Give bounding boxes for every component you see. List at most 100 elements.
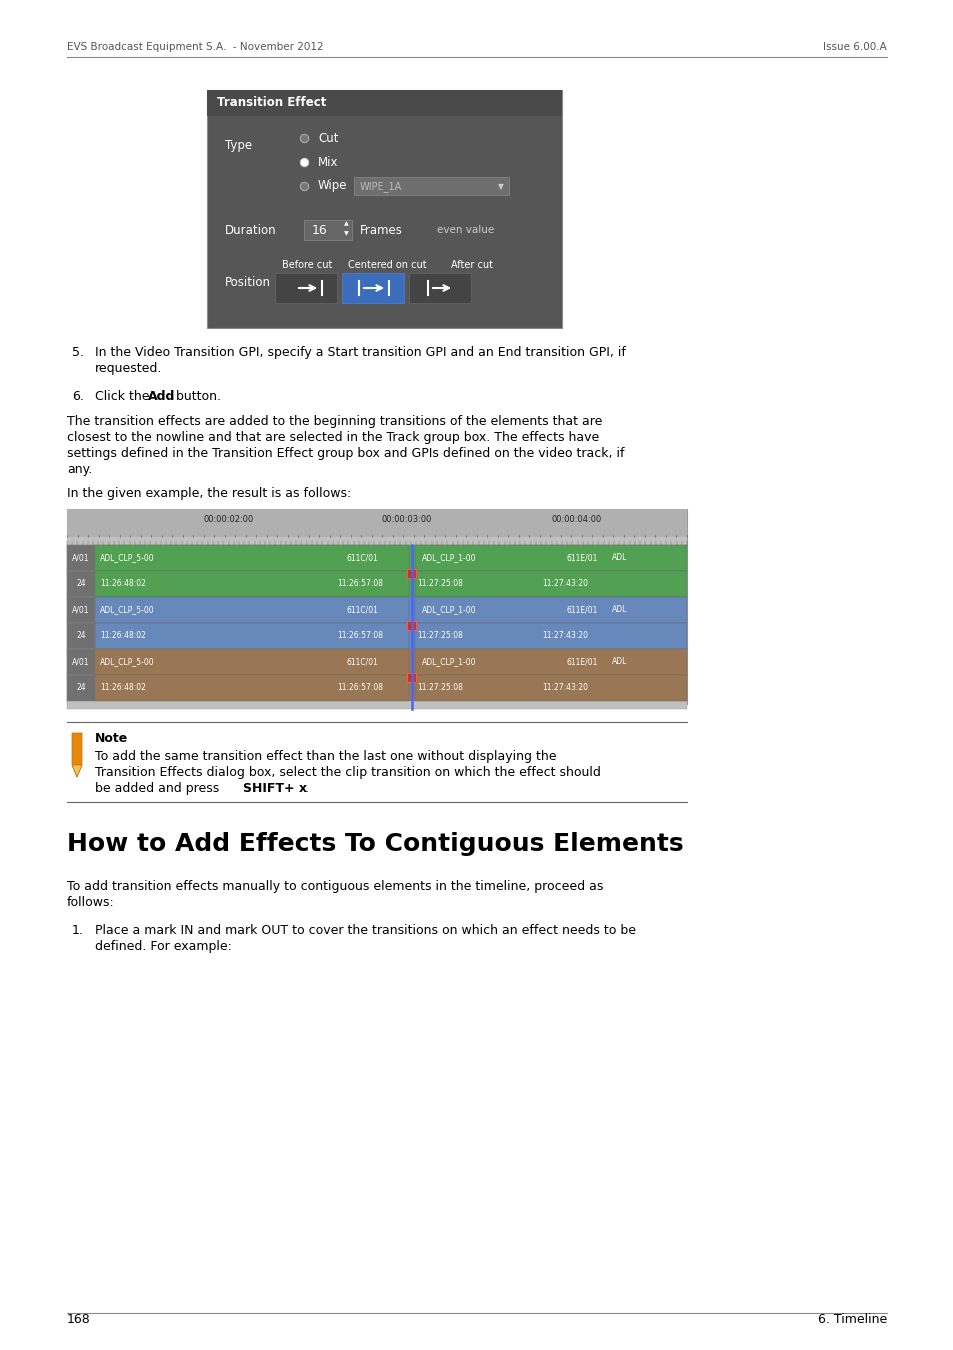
Text: Type: Type <box>225 139 252 151</box>
Text: 6. Timeline: 6. Timeline <box>817 1314 886 1326</box>
Text: 11:26:48:02: 11:26:48:02 <box>100 632 146 640</box>
Text: 24: 24 <box>76 632 86 640</box>
Text: The transition effects are added to the beginning transitions of the elements th: The transition effects are added to the … <box>67 414 601 428</box>
Bar <box>407 674 416 682</box>
Text: Issue 6.00.A: Issue 6.00.A <box>822 42 886 53</box>
Bar <box>67 649 686 675</box>
Text: any.: any. <box>67 463 92 477</box>
Text: Before cut: Before cut <box>281 261 332 270</box>
Polygon shape <box>71 733 82 778</box>
Text: 1.: 1. <box>71 923 84 937</box>
Text: 11:27:25:08: 11:27:25:08 <box>416 579 462 589</box>
Text: 611E/01: 611E/01 <box>566 657 598 667</box>
Bar <box>407 568 416 578</box>
Text: 00:00:04:00: 00:00:04:00 <box>551 516 601 525</box>
Text: ▲: ▲ <box>343 221 348 227</box>
Text: 6.: 6. <box>71 390 84 404</box>
Text: Cut: Cut <box>317 131 338 144</box>
Text: Duration: Duration <box>225 224 276 236</box>
Text: ADL_CLP_1-00: ADL_CLP_1-00 <box>421 554 476 563</box>
Text: To add transition effects manually to contiguous elements in the timeline, proce: To add transition effects manually to co… <box>67 880 602 892</box>
Text: 11:27:43:20: 11:27:43:20 <box>541 579 587 589</box>
Text: 5.: 5. <box>71 346 84 359</box>
Bar <box>207 90 561 328</box>
Bar <box>67 597 95 622</box>
Bar <box>95 675 409 701</box>
Bar <box>67 622 95 649</box>
Text: To add the same transition effect than the last one without displaying the: To add the same transition effect than t… <box>95 751 556 763</box>
Text: WIPE_1A: WIPE_1A <box>359 181 402 193</box>
Bar <box>67 545 686 571</box>
Text: 11:26:57:08: 11:26:57:08 <box>336 579 382 589</box>
Text: 11:27:25:08: 11:27:25:08 <box>416 632 462 640</box>
Text: How to Add Effects To Contiguous Elements: How to Add Effects To Contiguous Element… <box>67 832 683 856</box>
Bar <box>67 509 686 537</box>
Bar <box>304 220 352 240</box>
Bar <box>67 701 686 709</box>
Bar <box>95 649 409 675</box>
Text: 11:26:57:08: 11:26:57:08 <box>336 683 382 693</box>
Text: 611C/01: 611C/01 <box>347 657 378 667</box>
Text: ADL: ADL <box>612 606 627 614</box>
Text: After cut: After cut <box>451 261 493 270</box>
Text: 168: 168 <box>67 1314 91 1326</box>
Text: Mix: Mix <box>317 155 338 169</box>
Text: button.: button. <box>172 390 221 404</box>
Text: ▼: ▼ <box>497 182 503 192</box>
Text: 24: 24 <box>76 579 86 589</box>
Text: defined. For example:: defined. For example: <box>95 940 232 953</box>
Text: 11:26:48:02: 11:26:48:02 <box>100 579 146 589</box>
Bar <box>67 649 95 675</box>
Bar <box>67 622 686 649</box>
Bar <box>341 273 403 302</box>
Bar <box>415 675 686 701</box>
Text: ADL: ADL <box>612 554 627 563</box>
Text: In the given example, the result is as follows:: In the given example, the result is as f… <box>67 487 351 500</box>
Text: Wipe: Wipe <box>317 180 347 193</box>
Text: SHIFT+ x: SHIFT+ x <box>243 782 307 795</box>
Text: be added and press: be added and press <box>95 782 223 795</box>
Text: ADL: ADL <box>612 657 627 667</box>
Text: 00:00:02:00: 00:00:02:00 <box>204 516 253 525</box>
Bar <box>67 537 686 545</box>
Text: A/01: A/01 <box>72 554 90 563</box>
Bar <box>415 571 686 597</box>
Bar <box>95 545 409 571</box>
Text: Centered on cut: Centered on cut <box>347 261 426 270</box>
Bar <box>67 545 95 571</box>
Text: Frames: Frames <box>359 224 402 236</box>
Bar <box>415 597 686 622</box>
Text: 611E/01: 611E/01 <box>566 606 598 614</box>
Bar <box>67 597 686 622</box>
Bar <box>407 621 416 630</box>
Text: 16: 16 <box>312 224 328 236</box>
Text: Add: Add <box>148 390 175 404</box>
Bar <box>415 545 686 571</box>
Text: Position: Position <box>225 275 271 289</box>
Text: ADL_CLP_1-00: ADL_CLP_1-00 <box>421 606 476 614</box>
Text: Click the: Click the <box>95 390 153 404</box>
Bar <box>415 649 686 675</box>
Text: A/01: A/01 <box>72 657 90 667</box>
Bar <box>95 597 409 622</box>
Text: .: . <box>305 782 309 795</box>
Text: even value: even value <box>436 225 494 235</box>
Bar <box>274 273 336 302</box>
Bar <box>409 273 471 302</box>
Text: 611C/01: 611C/01 <box>347 554 378 563</box>
Text: 11:26:57:08: 11:26:57:08 <box>336 632 382 640</box>
Text: settings defined in the Transition Effect group box and GPIs defined on the vide: settings defined in the Transition Effec… <box>67 447 624 460</box>
Text: closest to the nowline and that are selected in the Track group box. The effects: closest to the nowline and that are sele… <box>67 431 598 444</box>
Text: 611C/01: 611C/01 <box>347 606 378 614</box>
Text: Note: Note <box>95 732 128 745</box>
Text: Transition Effects dialog box, select the clip transition on which the effect sh: Transition Effects dialog box, select th… <box>95 765 600 779</box>
Text: ADL_CLP_5-00: ADL_CLP_5-00 <box>100 554 154 563</box>
Text: 11:26:48:02: 11:26:48:02 <box>100 683 146 693</box>
Text: A/01: A/01 <box>72 606 90 614</box>
Text: ADL_CLP_5-00: ADL_CLP_5-00 <box>100 657 154 667</box>
Bar <box>67 571 686 597</box>
Bar <box>67 571 95 597</box>
Bar <box>67 675 686 701</box>
Polygon shape <box>71 765 82 778</box>
Text: follows:: follows: <box>67 896 114 909</box>
